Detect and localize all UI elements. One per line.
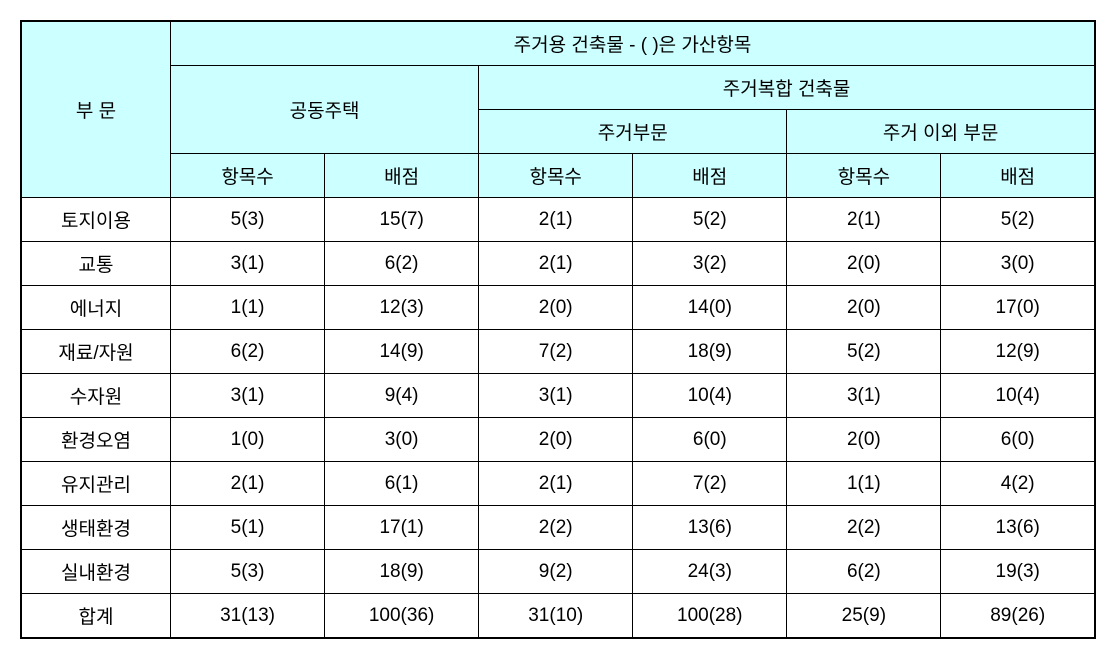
cell: 12(3) — [325, 286, 479, 330]
cell: 5(3) — [171, 198, 325, 242]
cell: 6(2) — [171, 330, 325, 374]
cell: 2(0) — [787, 242, 941, 286]
cell: 100(28) — [633, 594, 787, 639]
table-row: 재료/자원 6(2) 14(9) 7(2) 18(9) 5(2) 12(9) — [21, 330, 1095, 374]
cell: 3(1) — [479, 374, 633, 418]
cell: 3(1) — [171, 242, 325, 286]
cell: 7(2) — [479, 330, 633, 374]
header-col-count-2: 항목수 — [479, 154, 633, 198]
cell: 9(4) — [325, 374, 479, 418]
table-header: 부 문 주거용 건축물 - ( )은 가산항목 공동주택 주거복합 건축물 주거… — [21, 21, 1095, 198]
cell: 5(2) — [941, 198, 1095, 242]
cell: 2(1) — [479, 242, 633, 286]
cell: 6(0) — [633, 418, 787, 462]
header-group2: 주거복합 건축물 — [479, 66, 1095, 110]
cell: 89(26) — [941, 594, 1095, 639]
cell: 5(1) — [171, 506, 325, 550]
cell: 5(3) — [171, 550, 325, 594]
header-col-score-1: 배점 — [325, 154, 479, 198]
table-row: 생태환경 5(1) 17(1) 2(2) 13(6) 2(2) 13(6) — [21, 506, 1095, 550]
row-label: 환경오염 — [21, 418, 171, 462]
cell: 18(9) — [325, 550, 479, 594]
table-row-total: 합계 31(13) 100(36) 31(10) 100(28) 25(9) 8… — [21, 594, 1095, 639]
table-body: 토지이용 5(3) 15(7) 2(1) 5(2) 2(1) 5(2) 교통 3… — [21, 198, 1095, 639]
cell: 6(2) — [787, 550, 941, 594]
header-col-count-1: 항목수 — [171, 154, 325, 198]
cell: 3(0) — [941, 242, 1095, 286]
row-label: 에너지 — [21, 286, 171, 330]
cell: 10(4) — [633, 374, 787, 418]
row-label: 유지관리 — [21, 462, 171, 506]
cell: 31(10) — [479, 594, 633, 639]
cell: 1(1) — [787, 462, 941, 506]
cell: 19(3) — [941, 550, 1095, 594]
header-col-score-2: 배점 — [633, 154, 787, 198]
cell: 2(0) — [787, 286, 941, 330]
cell: 6(2) — [325, 242, 479, 286]
row-label: 재료/자원 — [21, 330, 171, 374]
cell: 3(1) — [787, 374, 941, 418]
cell: 1(0) — [171, 418, 325, 462]
cell: 2(1) — [787, 198, 941, 242]
cell: 18(9) — [633, 330, 787, 374]
cell: 7(2) — [633, 462, 787, 506]
cell: 24(3) — [633, 550, 787, 594]
cell: 3(1) — [171, 374, 325, 418]
row-label: 생태환경 — [21, 506, 171, 550]
cell: 9(2) — [479, 550, 633, 594]
cell: 1(1) — [171, 286, 325, 330]
cell: 25(9) — [787, 594, 941, 639]
table-row: 환경오염 1(0) 3(0) 2(0) 6(0) 2(0) 6(0) — [21, 418, 1095, 462]
header-main-title: 주거용 건축물 - ( )은 가산항목 — [171, 21, 1096, 66]
cell: 14(9) — [325, 330, 479, 374]
header-group1: 공동주택 — [171, 66, 479, 154]
cell: 2(2) — [479, 506, 633, 550]
cell: 5(2) — [787, 330, 941, 374]
cell: 2(0) — [479, 286, 633, 330]
table-row: 유지관리 2(1) 6(1) 2(1) 7(2) 1(1) 4(2) — [21, 462, 1095, 506]
row-label: 실내환경 — [21, 550, 171, 594]
cell: 2(1) — [479, 198, 633, 242]
cell: 17(0) — [941, 286, 1095, 330]
cell: 10(4) — [941, 374, 1095, 418]
table-row: 교통 3(1) 6(2) 2(1) 3(2) 2(0) 3(0) — [21, 242, 1095, 286]
cell: 3(2) — [633, 242, 787, 286]
cell: 3(0) — [325, 418, 479, 462]
cell: 2(1) — [171, 462, 325, 506]
cell: 2(2) — [787, 506, 941, 550]
cell: 6(0) — [941, 418, 1095, 462]
cell: 2(0) — [787, 418, 941, 462]
header-category: 부 문 — [21, 21, 171, 198]
cell: 13(6) — [941, 506, 1095, 550]
row-label: 합계 — [21, 594, 171, 639]
table-row: 수자원 3(1) 9(4) 3(1) 10(4) 3(1) 10(4) — [21, 374, 1095, 418]
header-sub1: 주거부문 — [479, 110, 787, 154]
header-col-count-3: 항목수 — [787, 154, 941, 198]
table-row: 실내환경 5(3) 18(9) 9(2) 24(3) 6(2) 19(3) — [21, 550, 1095, 594]
row-label: 교통 — [21, 242, 171, 286]
cell: 4(2) — [941, 462, 1095, 506]
cell: 2(1) — [479, 462, 633, 506]
row-label: 수자원 — [21, 374, 171, 418]
cell: 15(7) — [325, 198, 479, 242]
row-label: 토지이용 — [21, 198, 171, 242]
table-row: 에너지 1(1) 12(3) 2(0) 14(0) 2(0) 17(0) — [21, 286, 1095, 330]
data-table: 부 문 주거용 건축물 - ( )은 가산항목 공동주택 주거복합 건축물 주거… — [20, 20, 1096, 639]
cell: 14(0) — [633, 286, 787, 330]
cell: 2(0) — [479, 418, 633, 462]
cell: 6(1) — [325, 462, 479, 506]
table-row: 토지이용 5(3) 15(7) 2(1) 5(2) 2(1) 5(2) — [21, 198, 1095, 242]
header-col-score-3: 배점 — [941, 154, 1095, 198]
header-sub2: 주거 이외 부문 — [787, 110, 1095, 154]
cell: 13(6) — [633, 506, 787, 550]
cell: 17(1) — [325, 506, 479, 550]
cell: 5(2) — [633, 198, 787, 242]
cell: 31(13) — [171, 594, 325, 639]
cell: 100(36) — [325, 594, 479, 639]
cell: 12(9) — [941, 330, 1095, 374]
